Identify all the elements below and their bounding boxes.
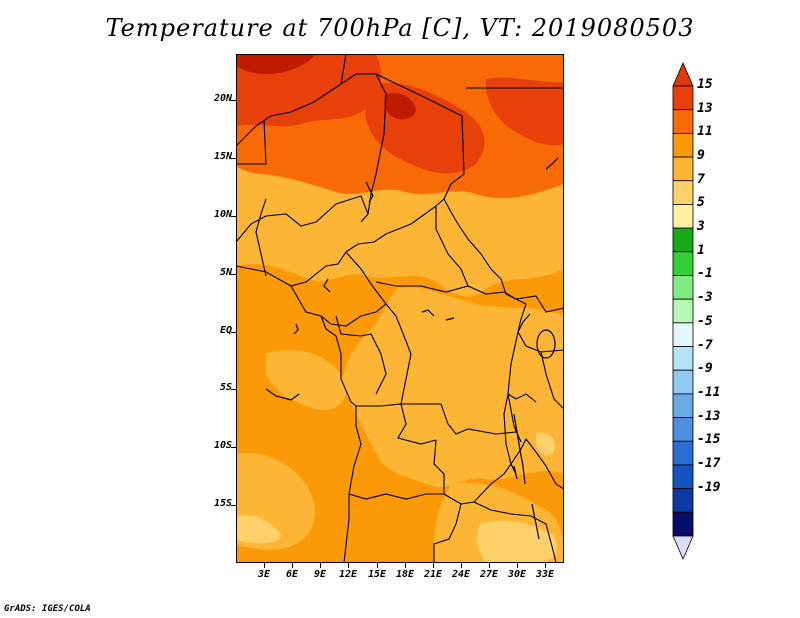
colorbar-swatch bbox=[672, 417, 694, 442]
colorbar-label: 3 bbox=[697, 219, 705, 234]
colorbar-label: 13 bbox=[697, 101, 713, 116]
lon-tick-label: 12E bbox=[338, 569, 358, 580]
lat-tick-mark bbox=[231, 389, 236, 390]
colorbar-swatch bbox=[672, 298, 694, 324]
lon-tick-mark bbox=[517, 563, 518, 568]
lat-tick-label: 15S bbox=[213, 498, 232, 509]
colorbar-swatch bbox=[672, 204, 694, 229]
colorbar-swatch bbox=[672, 132, 694, 158]
lon-tick-mark bbox=[292, 563, 293, 568]
colorbar-swatch bbox=[672, 488, 694, 513]
lat-tick-mark bbox=[231, 216, 236, 217]
map-frame bbox=[236, 54, 564, 563]
colorbar-label: -1 bbox=[697, 266, 713, 281]
lat-tick-mark bbox=[231, 332, 236, 333]
colorbar-label: -15 bbox=[697, 432, 721, 447]
temp-field-13-15 bbox=[485, 77, 564, 146]
lon-tick-mark bbox=[461, 563, 462, 568]
colorbar-label: -9 bbox=[697, 361, 713, 376]
colorbar-swatch bbox=[672, 85, 694, 111]
colorbar bbox=[672, 61, 694, 561]
lon-tick-label: 3E bbox=[257, 569, 271, 580]
lon-tick-label: 9E bbox=[313, 569, 327, 580]
colorbar-label: 5 bbox=[697, 195, 705, 210]
lon-tick-label: 30E bbox=[507, 569, 527, 580]
lat-tick-mark bbox=[231, 100, 236, 101]
colorbar-label: -11 bbox=[697, 385, 721, 400]
colorbar-swatch bbox=[672, 156, 694, 182]
lon-tick-mark bbox=[264, 563, 265, 568]
lon-tick-label: 21E bbox=[423, 569, 443, 580]
temp-field-5-7 bbox=[536, 432, 555, 456]
lat-tick-label: 10N bbox=[213, 209, 232, 220]
lat-tick-label: 5N bbox=[219, 267, 232, 278]
colorbar-swatch bbox=[672, 322, 694, 347]
lat-tick-mark bbox=[231, 158, 236, 159]
lon-tick-mark bbox=[348, 563, 349, 568]
lat-tick-label: 15N bbox=[213, 151, 232, 162]
temp-field-5-7 bbox=[236, 515, 281, 544]
colorbar-swatch bbox=[672, 251, 694, 276]
colorbar-label: -19 bbox=[697, 480, 721, 495]
country-borders bbox=[236, 54, 564, 563]
lon-tick-mark bbox=[405, 563, 406, 568]
lat-tick-mark bbox=[231, 274, 236, 275]
lat-tick-label: 5S bbox=[219, 382, 232, 393]
lon-tick-mark bbox=[320, 563, 321, 568]
colorbar-swatch bbox=[672, 369, 694, 395]
lon-tick-label: 33E bbox=[535, 569, 555, 580]
temp-field-above-15 bbox=[383, 92, 416, 120]
lat-tick-mark bbox=[231, 505, 236, 506]
lon-tick-label: 24E bbox=[451, 569, 471, 580]
colorbar-top-arrow bbox=[672, 61, 694, 87]
colorbar-label: 15 bbox=[697, 77, 713, 92]
footer-credit: GrADS: IGES/COLA bbox=[4, 604, 91, 614]
colorbar-swatch bbox=[672, 511, 694, 537]
colorbar-label: -5 bbox=[697, 314, 713, 329]
colorbar-canvas bbox=[672, 61, 694, 561]
lon-tick-mark bbox=[489, 563, 490, 568]
lat-tick-label: 10S bbox=[213, 440, 232, 451]
temp-field-above-15 bbox=[236, 54, 316, 74]
colorbar-label: -7 bbox=[697, 338, 713, 353]
colorbar-swatch bbox=[672, 180, 694, 205]
colorbar-label: 7 bbox=[697, 172, 705, 187]
colorbar-swatch bbox=[672, 227, 694, 253]
colorbar-swatch bbox=[672, 464, 694, 490]
colorbar-swatch bbox=[672, 346, 694, 371]
temp-field-7-9 bbox=[266, 350, 347, 410]
lat-tick-label: 20N bbox=[213, 93, 232, 104]
colorbar-label: 1 bbox=[697, 243, 705, 258]
map-canvas bbox=[236, 54, 564, 563]
colorbar-swatch bbox=[672, 275, 694, 300]
colorbar-swatch bbox=[672, 440, 694, 466]
colorbar-label: 11 bbox=[697, 124, 713, 139]
colorbar-swatch bbox=[672, 109, 694, 134]
lon-tick-mark bbox=[433, 563, 434, 568]
lon-tick-label: 18E bbox=[395, 569, 415, 580]
colorbar-label: -3 bbox=[697, 290, 713, 305]
lon-tick-label: 27E bbox=[479, 569, 499, 580]
lakes-and-coastlines bbox=[265, 157, 559, 540]
colorbar-label: -13 bbox=[697, 409, 721, 424]
lat-tick-mark bbox=[231, 447, 236, 448]
chart-title: Temperature at 700hPa [C], VT: 201908050… bbox=[105, 14, 695, 42]
lon-tick-mark bbox=[545, 563, 546, 568]
colorbar-swatch bbox=[672, 393, 694, 418]
lon-tick-label: 6E bbox=[285, 569, 299, 580]
colorbar-bottom-arrow bbox=[672, 535, 694, 561]
lon-tick-mark bbox=[377, 563, 378, 568]
colorbar-label: -17 bbox=[697, 456, 721, 471]
lon-tick-label: 15E bbox=[367, 569, 387, 580]
lat-tick-label: EQ bbox=[219, 325, 232, 336]
colorbar-label: 9 bbox=[697, 148, 705, 163]
map-panel[interactable] bbox=[236, 54, 564, 563]
